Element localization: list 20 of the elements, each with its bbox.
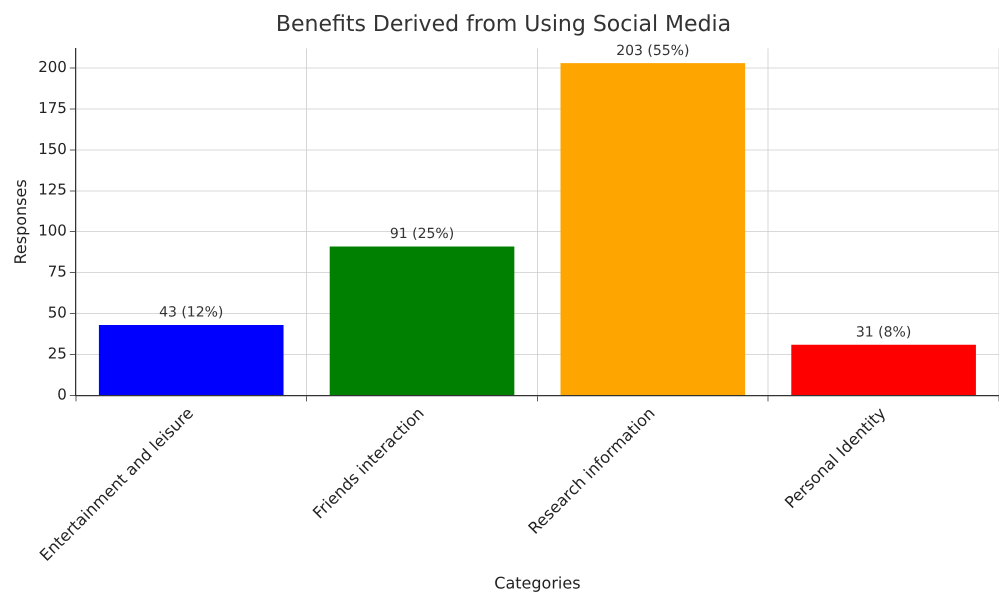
y-tick-label: 25 — [48, 344, 67, 362]
bar — [98, 325, 284, 396]
data-label: 203 (55%) — [616, 42, 690, 59]
bar — [560, 63, 746, 396]
y-tick-label: 100 — [38, 222, 67, 240]
y-tick-label: 0 — [57, 385, 67, 404]
y-tick-label: 175 — [38, 98, 67, 117]
y-axis-title: Responses — [10, 179, 30, 265]
y-tick-label: 125 — [38, 180, 67, 199]
y-tick-label: 50 — [48, 303, 67, 322]
y-tick-label: 75 — [48, 262, 67, 281]
bar — [330, 246, 514, 396]
bar — [791, 344, 976, 396]
chart-title: Benefits Derived from Using Social Media — [276, 12, 732, 37]
x-axis-title: Categories — [494, 574, 581, 593]
data-label: 31 (8%) — [856, 324, 912, 340]
y-tick-label: 200 — [38, 58, 67, 76]
data-label: 91 (25%) — [390, 226, 454, 242]
data-label: 43 (12%) — [159, 304, 224, 321]
y-tick-label: 150 — [38, 140, 67, 158]
